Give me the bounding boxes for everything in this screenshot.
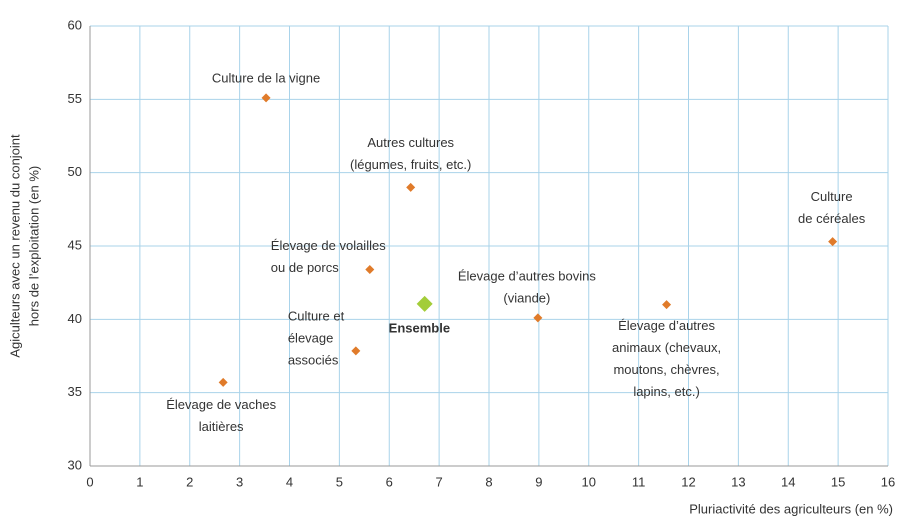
x-tick-label: 10 — [582, 474, 596, 489]
x-tick-label: 0 — [86, 474, 93, 489]
y-tick-label: 35 — [68, 384, 82, 399]
y-axis-label-line: Agiculteurs avec un revenu du conjoint — [7, 134, 22, 358]
y-tick-label: 50 — [68, 164, 82, 179]
point-label: laitières — [199, 419, 244, 434]
x-tick-label: 11 — [632, 474, 646, 489]
point-label: Culture de la vigne — [212, 70, 320, 85]
point-label: (viande) — [503, 290, 550, 305]
x-axis-label: Pluriactivité des agriculteurs (en %) — [689, 501, 893, 516]
point-label: Autres cultures — [367, 135, 454, 150]
x-tick-label: 6 — [386, 474, 393, 489]
x-tick-label: 3 — [236, 474, 243, 489]
y-tick-label: 55 — [68, 91, 82, 106]
point — [218, 377, 228, 387]
x-tick-label: 16 — [881, 474, 895, 489]
point-label: Culture et — [288, 308, 345, 323]
point-label: animaux (chevaux, — [612, 340, 721, 355]
point-label: Élevage d’autres bovins — [458, 268, 597, 283]
x-tick-label: 12 — [681, 474, 695, 489]
point — [416, 295, 433, 312]
y-tick-label: 40 — [68, 311, 82, 326]
point-label: ou de porcs — [271, 260, 339, 275]
point — [351, 346, 361, 356]
point-label: Ensemble — [389, 320, 450, 335]
y-tick-label: 60 — [68, 17, 82, 32]
point-label: Élevage d’autres — [618, 318, 715, 333]
x-tick-label: 2 — [186, 474, 193, 489]
point-label: élevage — [288, 330, 334, 345]
x-tick-label: 5 — [336, 474, 343, 489]
point — [406, 182, 416, 192]
x-tick-label: 1 — [136, 474, 143, 489]
y-tick-label: 45 — [68, 237, 82, 252]
y-axis-label: Agiculteurs avec un revenu du conjoint h… — [7, 134, 41, 358]
point-label: Culture — [811, 189, 853, 204]
x-tick-label: 7 — [436, 474, 443, 489]
x-tick-label: 13 — [731, 474, 745, 489]
x-tick-label: 4 — [286, 474, 293, 489]
point-label: moutons, chèvres, — [613, 362, 719, 377]
point-label: (légumes, fruits, etc.) — [350, 157, 471, 172]
point — [828, 237, 838, 247]
x-tick-label: 15 — [831, 474, 845, 489]
y-axis-label-line: hors de l’exploitation (en %) — [26, 166, 41, 326]
point — [533, 313, 543, 323]
point-label: Élevage de volailles — [271, 238, 386, 253]
y-tick-label: 30 — [68, 457, 82, 472]
point-label: de céréales — [798, 211, 866, 226]
point-label: lapins, etc.) — [633, 384, 699, 399]
point — [261, 93, 271, 103]
x-tick-label: 14 — [781, 474, 795, 489]
x-tick-label: 8 — [485, 474, 492, 489]
point — [662, 300, 672, 310]
point — [365, 264, 375, 274]
point-label: associés — [288, 352, 339, 367]
x-tick-label: 9 — [535, 474, 542, 489]
point-label: Élevage de vaches — [166, 397, 276, 412]
